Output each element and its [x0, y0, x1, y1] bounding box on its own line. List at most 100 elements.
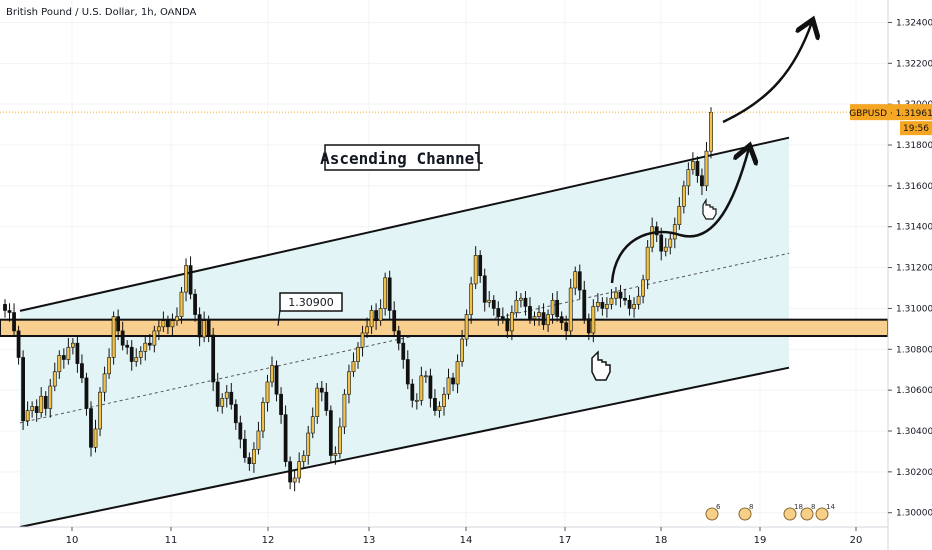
- projection-arrow-lower[interactable]: [610, 148, 749, 284]
- candle-body[interactable]: [519, 297, 523, 301]
- candle-body[interactable]: [138, 351, 143, 358]
- candle-body[interactable]: [546, 314, 550, 326]
- candle-body[interactable]: [170, 320, 175, 328]
- candle-body[interactable]: [242, 438, 247, 458]
- candle-body[interactable]: [125, 344, 130, 348]
- candle-body[interactable]: [297, 461, 302, 479]
- candle-body[interactable]: [410, 383, 415, 401]
- candle-body[interactable]: [396, 330, 401, 344]
- candle-body[interactable]: [677, 206, 682, 225]
- candle-body[interactable]: [709, 112, 713, 152]
- candle-body[interactable]: [16, 330, 21, 358]
- candle-body[interactable]: [43, 395, 48, 409]
- candle-body[interactable]: [645, 246, 650, 281]
- candle-body[interactable]: [197, 314, 202, 338]
- candle-body[interactable]: [700, 175, 704, 187]
- candle-body[interactable]: [383, 277, 388, 309]
- candle-body[interactable]: [424, 375, 428, 378]
- candle-body[interactable]: [433, 398, 437, 411]
- candle-body[interactable]: [152, 330, 157, 346]
- candle-body[interactable]: [134, 357, 139, 362]
- candle-body[interactable]: [98, 391, 102, 430]
- candle-body[interactable]: [442, 393, 446, 407]
- candle-body[interactable]: [681, 185, 686, 207]
- candle-body[interactable]: [496, 308, 501, 317]
- candle-body[interactable]: [310, 416, 315, 434]
- candle-body[interactable]: [568, 287, 573, 332]
- candle-body[interactable]: [57, 355, 62, 373]
- candle-body[interactable]: [315, 387, 320, 417]
- candle-body[interactable]: [627, 299, 632, 309]
- candle-body[interactable]: [215, 381, 220, 407]
- candle-body[interactable]: [288, 461, 292, 483]
- candle-body[interactable]: [595, 302, 600, 307]
- candle-body[interactable]: [632, 304, 636, 309]
- candle-body[interactable]: [211, 334, 216, 383]
- candle-body[interactable]: [66, 346, 71, 360]
- candle-body[interactable]: [360, 332, 365, 348]
- candle-body[interactable]: [618, 291, 623, 299]
- candle-body[interactable]: [650, 226, 655, 248]
- candle-body[interactable]: [555, 299, 560, 317]
- candle-body[interactable]: [179, 291, 184, 317]
- candle-body[interactable]: [500, 316, 505, 319]
- candle-body[interactable]: [34, 406, 39, 413]
- candle-body[interactable]: [704, 150, 709, 187]
- candle-body[interactable]: [52, 371, 57, 387]
- candle-body[interactable]: [356, 346, 360, 362]
- candle-body[interactable]: [537, 312, 541, 317]
- candle-body[interactable]: [279, 393, 283, 415]
- candle-body[interactable]: [156, 326, 161, 332]
- candle-body[interactable]: [509, 312, 514, 332]
- candle-body[interactable]: [351, 361, 356, 373]
- candle-body[interactable]: [75, 342, 80, 364]
- candle-body[interactable]: [71, 342, 75, 348]
- candle-body[interactable]: [102, 373, 107, 393]
- candle-body[interactable]: [505, 318, 510, 332]
- candle-body[interactable]: [61, 355, 66, 360]
- candle-body[interactable]: [609, 297, 614, 305]
- candle-body[interactable]: [473, 255, 478, 285]
- candle-body[interactable]: [600, 302, 605, 309]
- candle-body[interactable]: [573, 271, 578, 289]
- candle-body[interactable]: [405, 359, 410, 385]
- candle-body[interactable]: [292, 477, 297, 483]
- candle-body[interactable]: [491, 299, 496, 309]
- candle-body[interactable]: [528, 306, 532, 319]
- candle-body[interactable]: [428, 375, 433, 399]
- candle-body[interactable]: [695, 161, 700, 176]
- candle-body[interactable]: [460, 338, 464, 362]
- candle-body[interactable]: [80, 363, 84, 379]
- event-marker-icon[interactable]: [800, 507, 814, 521]
- candle-body[interactable]: [202, 320, 207, 338]
- candle-body[interactable]: [437, 406, 442, 411]
- candle-body[interactable]: [577, 271, 582, 291]
- candle-body[interactable]: [147, 342, 152, 346]
- candle-body[interactable]: [220, 398, 225, 407]
- support-zone[interactable]: [0, 318, 889, 338]
- event-marker-icon[interactable]: [815, 507, 829, 521]
- candle-body[interactable]: [347, 371, 351, 395]
- candle-body[interactable]: [224, 391, 229, 399]
- candle-body[interactable]: [120, 330, 125, 346]
- candle-body[interactable]: [374, 310, 378, 321]
- candle-body[interactable]: [252, 449, 256, 464]
- candle-body[interactable]: [7, 310, 12, 313]
- candle-body[interactable]: [582, 289, 587, 319]
- event-marker-icon[interactable]: [783, 507, 797, 521]
- candle-body[interactable]: [686, 169, 691, 187]
- candle-body[interactable]: [247, 457, 252, 464]
- candle-body[interactable]: [659, 234, 664, 252]
- candle-body[interactable]: [12, 312, 16, 332]
- candle-body[interactable]: [387, 277, 392, 311]
- candle-body[interactable]: [143, 342, 148, 352]
- projection-arrow-upper[interactable]: [722, 22, 812, 124]
- candle-body[interactable]: [84, 377, 89, 409]
- candle-body[interactable]: [564, 322, 569, 332]
- candle-body[interactable]: [550, 299, 555, 315]
- candle-body[interactable]: [111, 316, 116, 358]
- candle-body[interactable]: [414, 400, 419, 402]
- event-marker-icon[interactable]: [705, 507, 719, 521]
- candle-body[interactable]: [328, 410, 333, 456]
